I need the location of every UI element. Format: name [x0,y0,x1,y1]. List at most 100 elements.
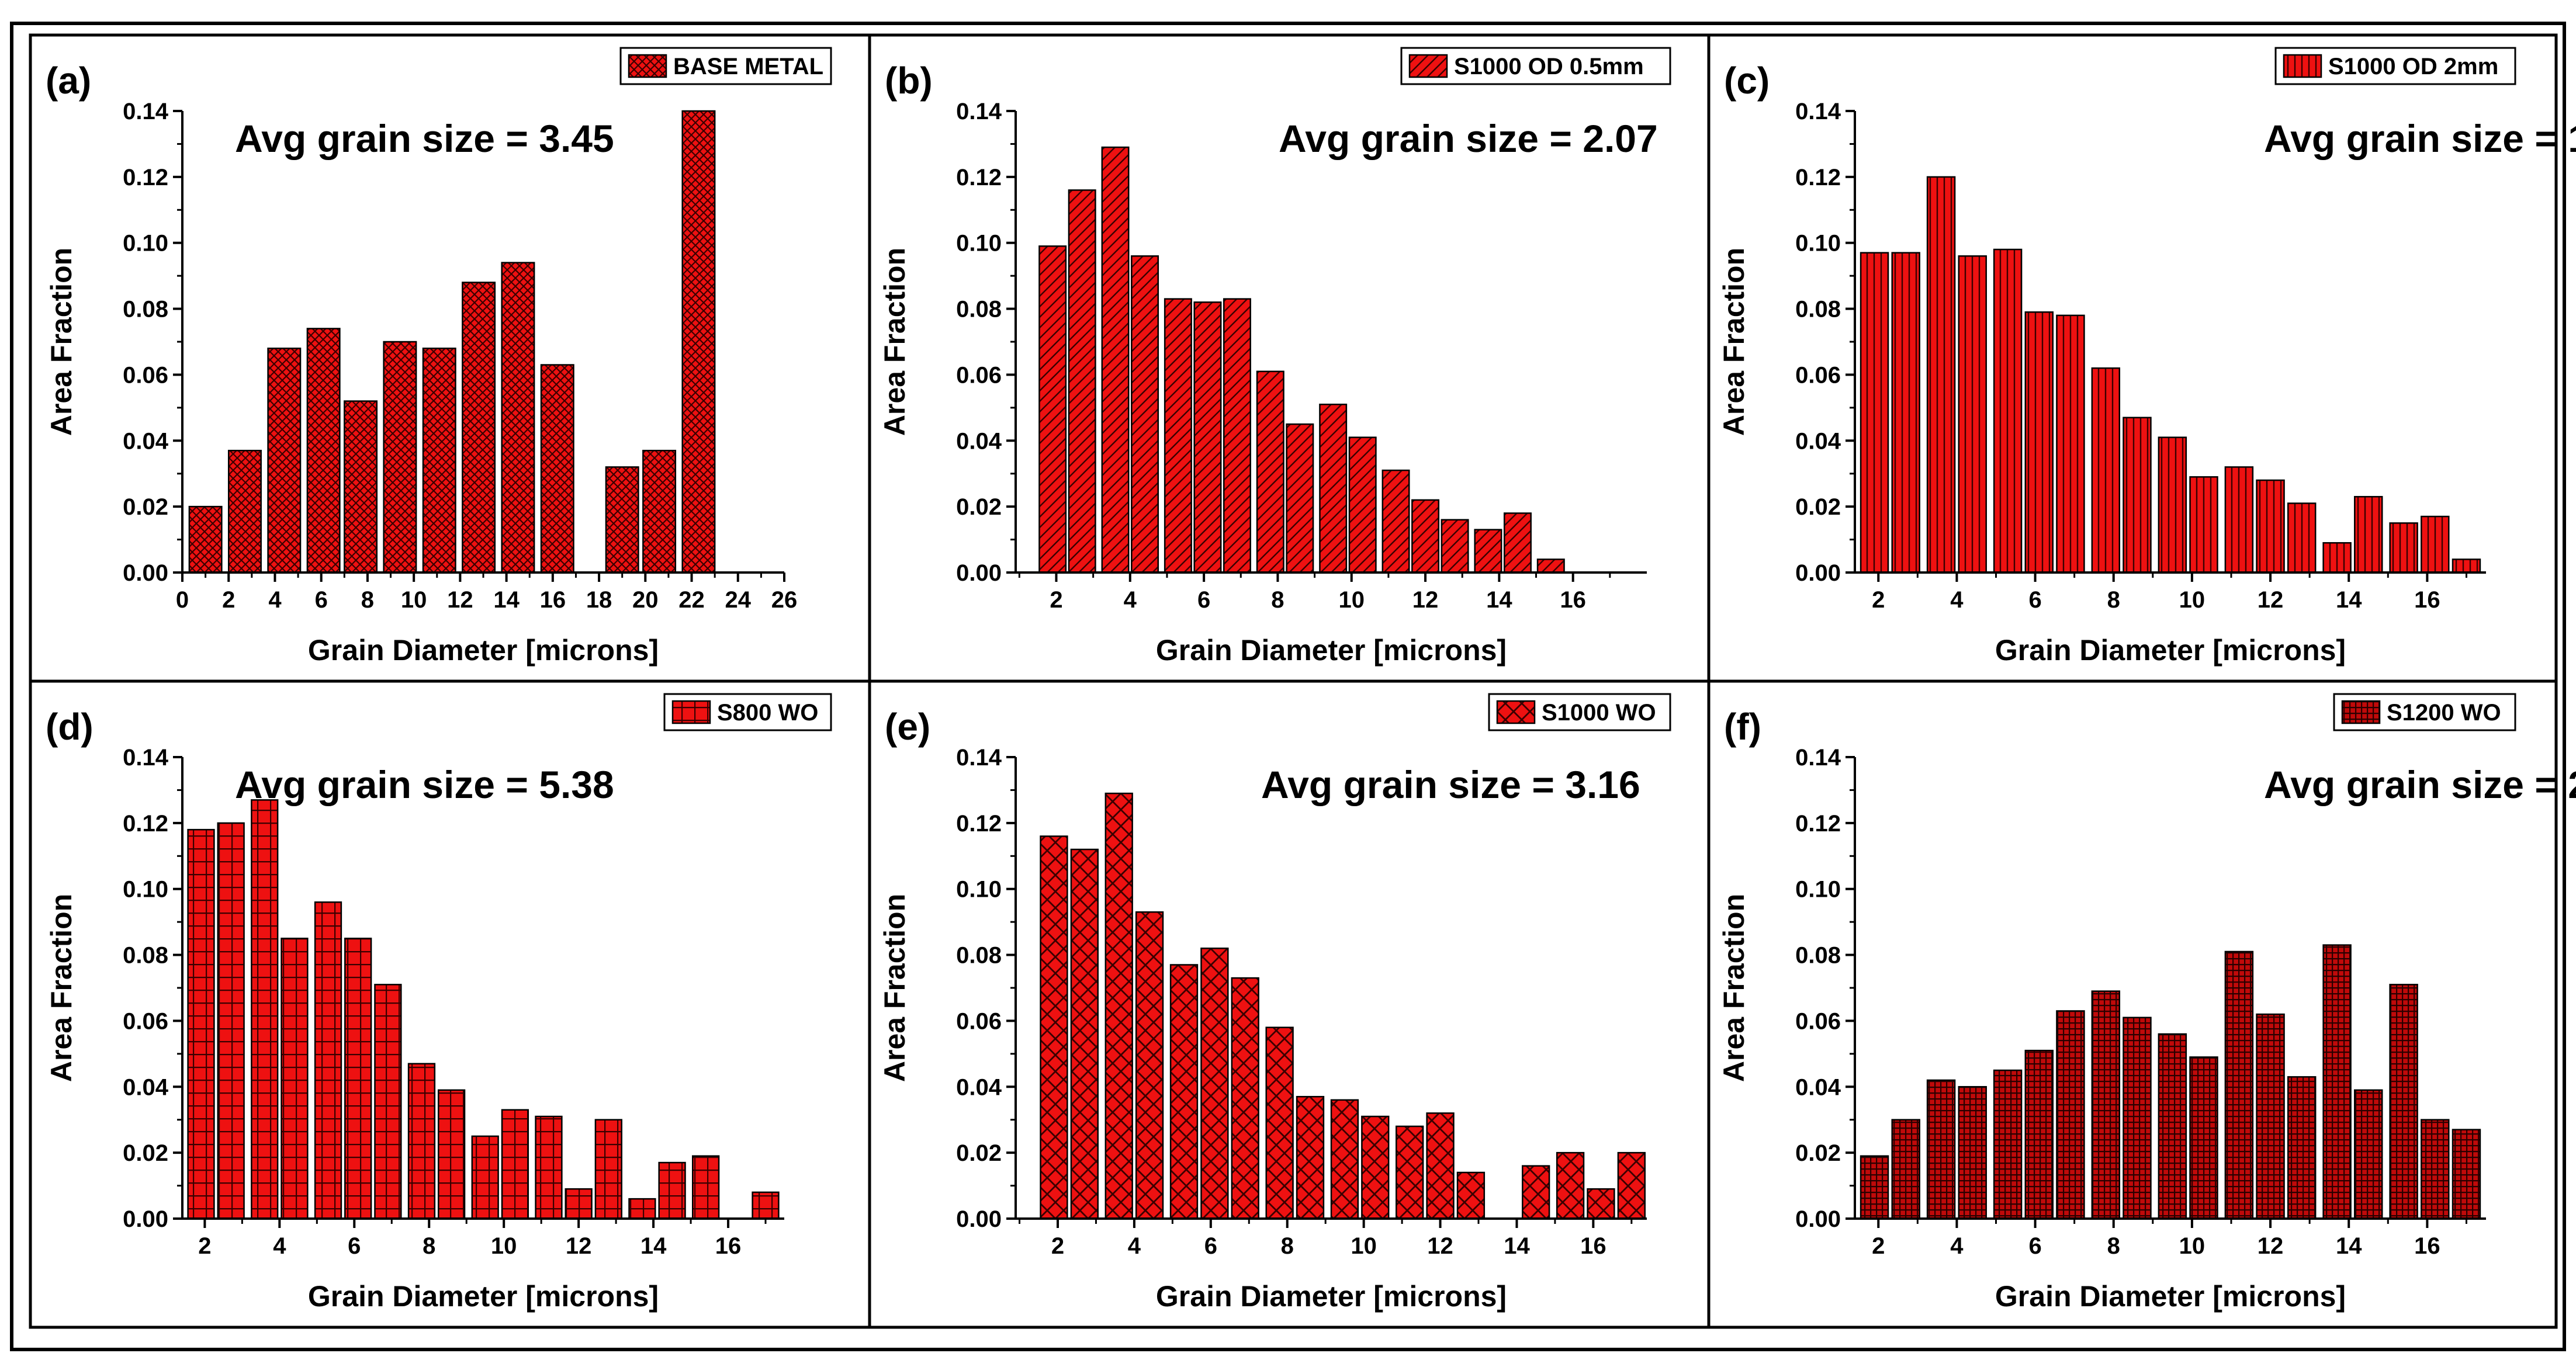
y-tick-label-f-7: 0.14 [1795,745,1841,771]
bar-e-3 [1135,911,1164,1220]
bar-c-1 [1891,252,1920,574]
x-tick-label-b-4: 10 [1338,587,1365,613]
bar-d-0 [187,828,215,1220]
bar-f-16 [2389,984,2418,1220]
bar-d-1 [217,822,245,1220]
y-tick-label-d-7: 0.14 [123,745,169,771]
bar-b-10 [1348,436,1377,574]
x-tick-label-a-9: 18 [586,587,612,613]
x-tick-label-f-1: 4 [1950,1233,1964,1259]
bar-e-15 [1556,1151,1585,1220]
x-tick-label-c-0: 2 [1872,587,1885,613]
bar-b-8 [1286,423,1314,574]
x-tick-label-d-3: 8 [423,1233,435,1259]
bar-c-0 [1860,252,1889,574]
bar-f-5 [2024,1049,2054,1220]
avg-grain-size-b: Avg grain size = 2.07 [1279,117,1658,160]
bar-c-2 [1926,176,1956,574]
y-tick-label-a-0: 0.00 [123,560,168,586]
x-tick-label-b-2: 6 [1197,587,1210,613]
legend-label-f: S1200 WO [2387,700,2501,726]
x-tick-label-e-5: 12 [1427,1233,1453,1259]
bar-a-6 [422,348,456,574]
bar-b-13 [1441,519,1469,574]
bar-e-7 [1265,1026,1294,1220]
x-axis-label-a: Grain Diameter [microns] [308,634,659,667]
bar-e-10 [1361,1115,1390,1220]
x-tick-label-a-6: 12 [447,587,473,613]
x-tick-label-d-6: 14 [640,1233,667,1259]
x-tick-label-f-3: 8 [2107,1233,2120,1259]
bar-a-11 [642,449,677,574]
x-tick-label-b-6: 14 [1486,587,1512,613]
bar-e-2 [1105,792,1133,1220]
y-tick-label-b-5: 0.10 [956,231,1002,256]
y-tick-label-e-3: 0.06 [956,1008,1002,1034]
bar-c-14 [2322,542,2352,574]
bar-e-5 [1200,948,1229,1220]
x-tick-label-a-1: 2 [222,587,235,613]
y-axis-label-c: Area Fraction [1718,248,1750,436]
legend-swatch-c [2283,54,2322,78]
bar-c-4 [1993,248,2023,574]
bar-c-6 [2056,314,2085,574]
x-tick-label-c-7: 16 [2414,587,2440,613]
x-tick-label-b-5: 12 [1412,587,1439,613]
legend-label-a: BASE METAL [673,54,823,79]
bar-a-5 [383,341,417,574]
bar-f-14 [2322,944,2352,1220]
x-tick-label-d-1: 4 [273,1233,286,1259]
bar-d-11 [535,1115,563,1220]
x-tick-label-a-7: 14 [493,587,520,613]
panel-label-e: (e) [885,706,930,748]
y-tick-label-d-5: 0.10 [123,877,168,903]
bar-a-2 [267,348,302,574]
bar-f-7 [2091,990,2121,1220]
x-tick-label-c-1: 4 [1950,587,1964,613]
bar-a-12 [681,110,716,574]
bar-a-3 [306,328,341,574]
bar-b-9 [1319,403,1348,574]
bar-e-9 [1330,1099,1359,1220]
x-axis-label-f: Grain Diameter [microns] [1995,1280,2346,1313]
bar-c-18 [2452,558,2481,574]
x-tick-label-a-5: 10 [401,587,427,613]
y-tick-label-f-5: 0.10 [1795,877,1841,903]
x-tick-label-e-2: 6 [1204,1233,1217,1259]
panel-label-d: (d) [46,706,94,748]
x-tick-label-b-1: 4 [1124,587,1137,613]
y-tick-label-a-6: 0.12 [123,165,168,190]
bar-d-9 [471,1135,499,1220]
y-tick-label-a-4: 0.08 [123,297,168,322]
bar-b-5 [1193,301,1222,574]
x-tick-label-a-2: 4 [268,587,282,613]
bar-c-12 [2256,479,2285,574]
y-tick-label-c-1: 0.02 [1795,494,1841,520]
x-tick-label-c-3: 8 [2107,587,2120,613]
y-tick-label-e-4: 0.08 [956,943,1002,969]
legend-swatch-d [671,700,711,724]
bar-c-7 [2091,367,2121,574]
bar-f-2 [1926,1079,1956,1220]
panel-f-border [1707,679,2558,1329]
x-tick-label-d-5: 12 [566,1233,592,1259]
y-tick-label-a-1: 0.02 [123,494,168,520]
bar-c-5 [2024,311,2054,574]
bar-e-12 [1426,1112,1455,1220]
bar-e-17 [1617,1151,1646,1220]
y-axis-label-d: Area Fraction [45,894,78,1082]
bar-c-10 [2189,476,2218,574]
bar-e-16 [1587,1188,1615,1220]
legend-box-f [2333,693,2516,731]
panel-label-f: (f) [1724,706,1761,748]
legend-label-b: S1000 OD 0.5mm [1454,54,1644,79]
y-tick-label-d-1: 0.02 [123,1140,168,1166]
y-tick-label-e-7: 0.14 [956,745,1002,771]
x-tick-label-b-7: 16 [1560,587,1586,613]
x-tick-label-f-2: 6 [2028,1233,2041,1259]
x-tick-label-b-0: 2 [1050,587,1062,613]
bar-c-8 [2123,417,2152,574]
x-tick-label-d-4: 10 [491,1233,517,1259]
bar-f-8 [2123,1016,2152,1220]
x-tick-label-f-0: 2 [1872,1233,1885,1259]
